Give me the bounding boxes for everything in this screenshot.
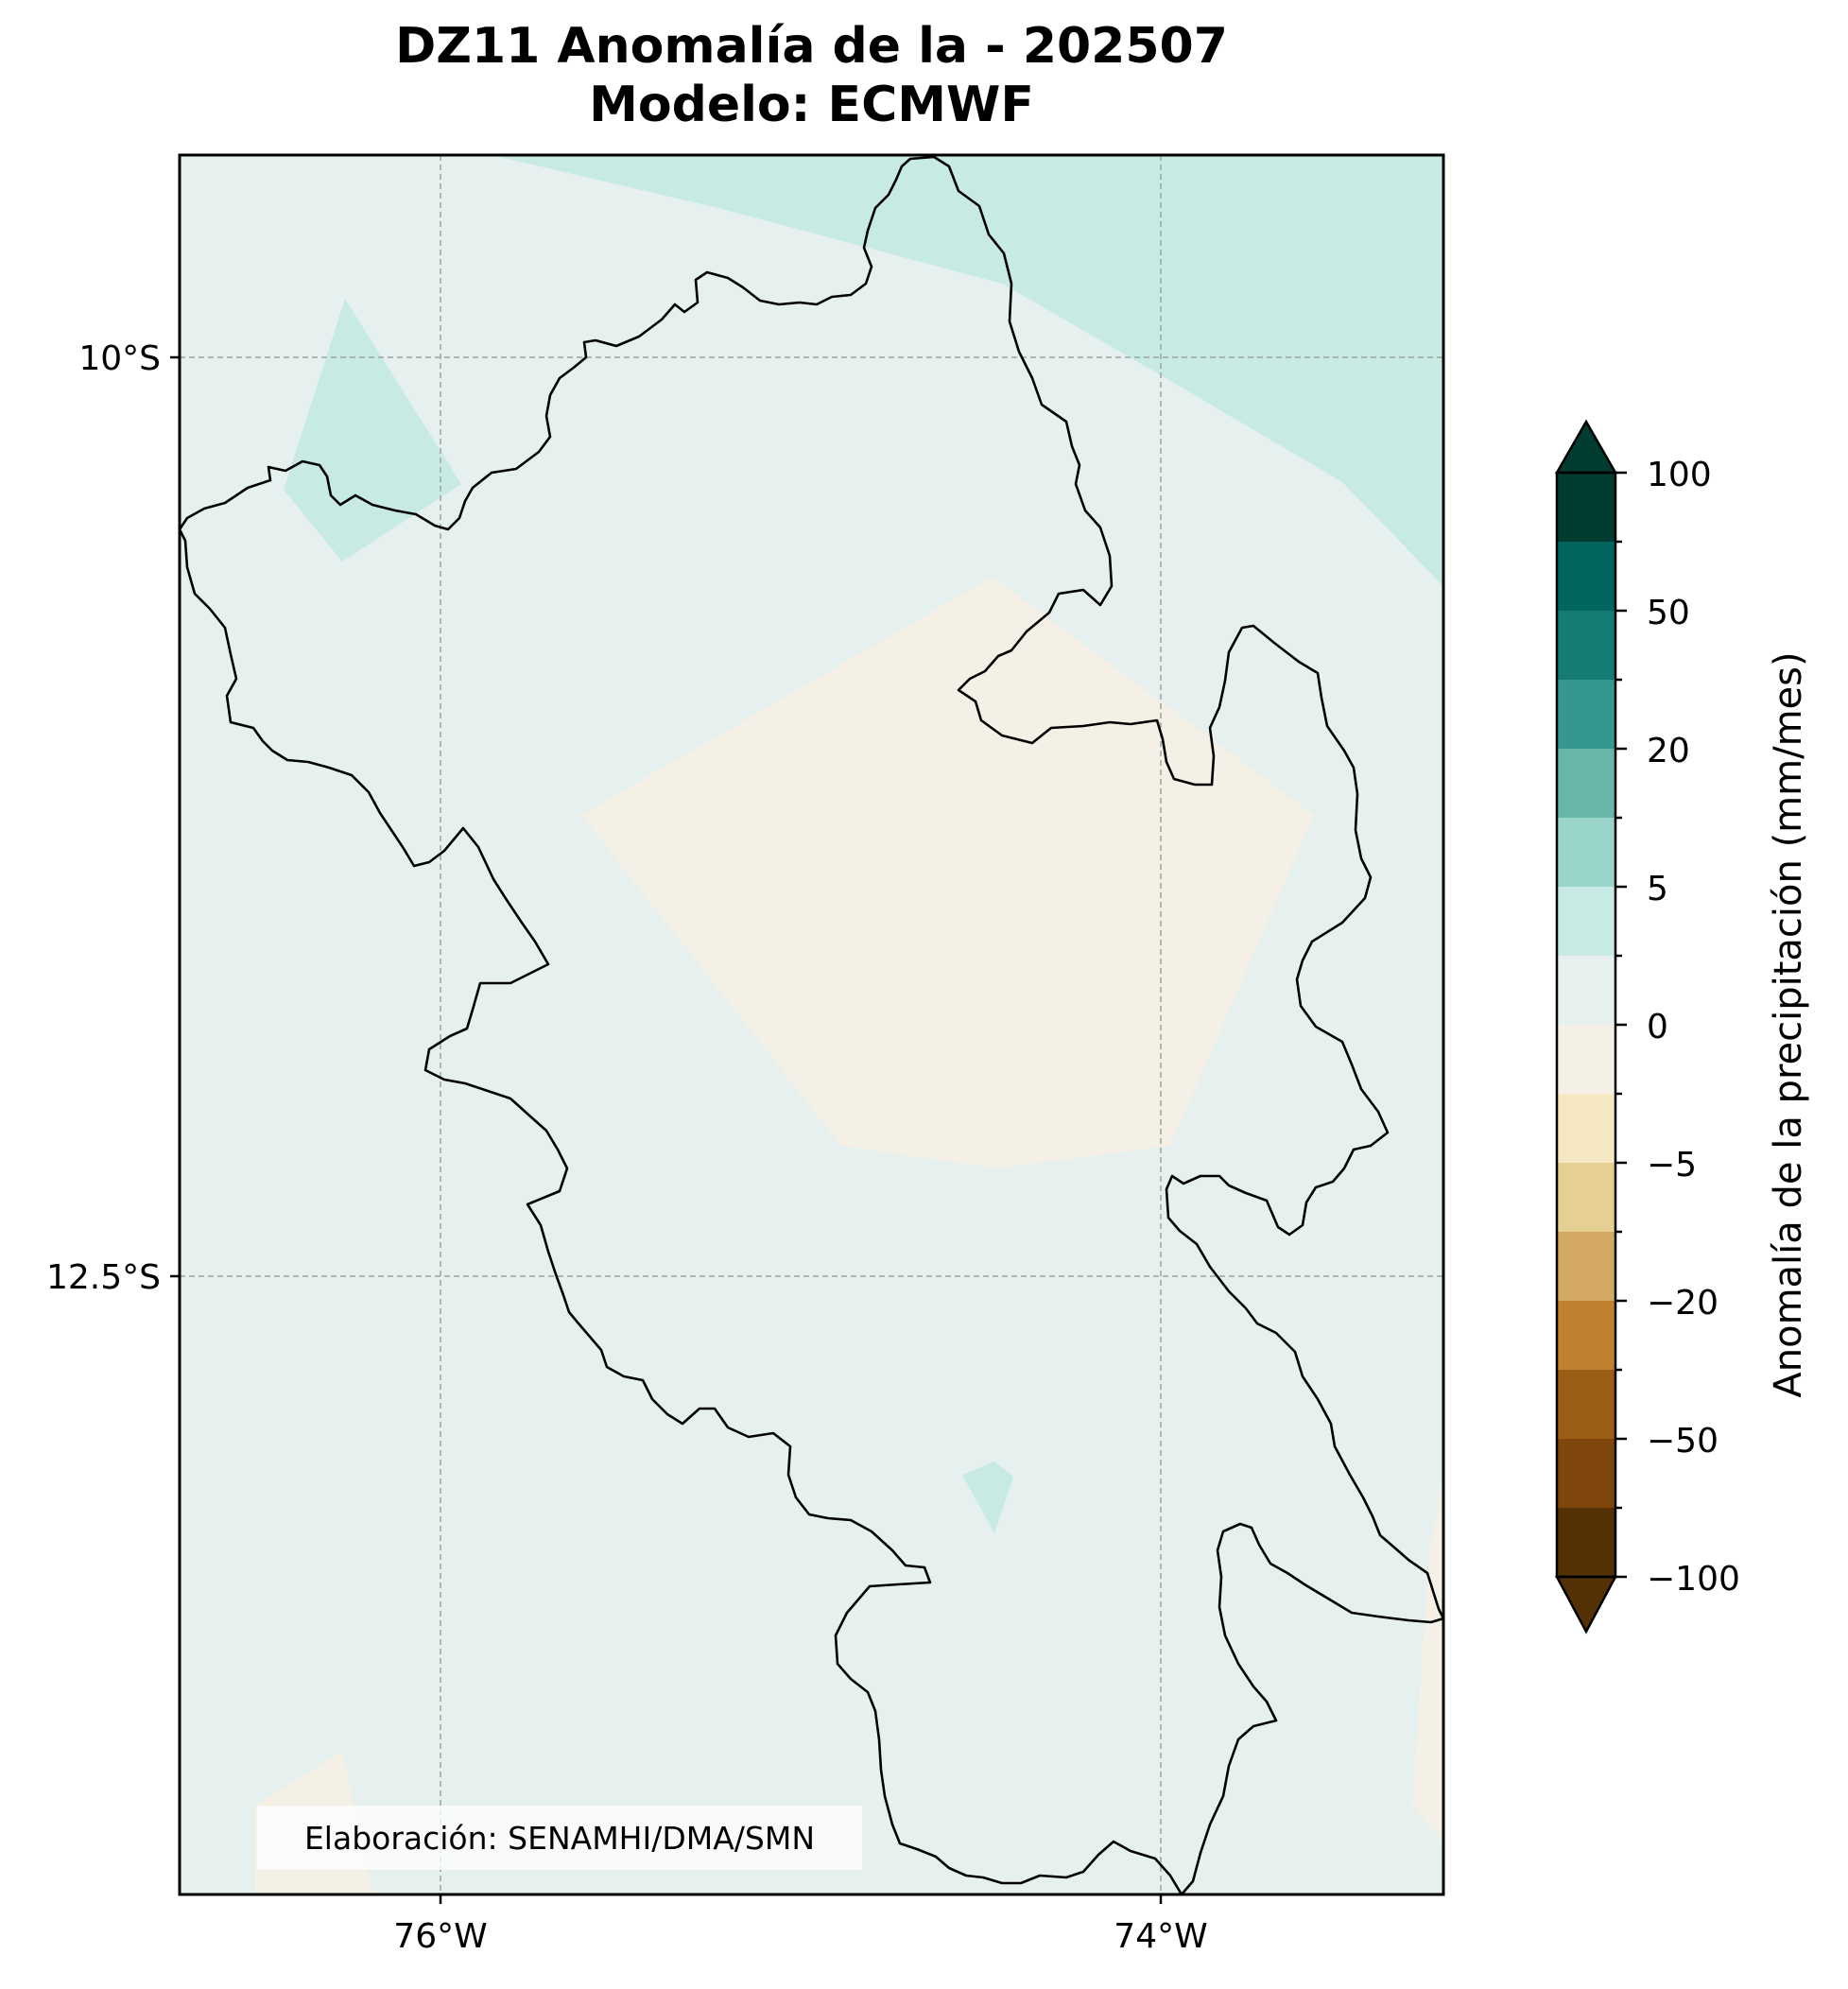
lon-tick-label-74: 74°W [1114, 1917, 1207, 1956]
colorbar-tick-label: 20 [1647, 732, 1690, 770]
colorbar-swatch [1557, 680, 1615, 750]
colorbar-swatch [1557, 749, 1615, 819]
colorbar-tick-label: −20 [1647, 1284, 1718, 1323]
title-line-1: DZ11 Anomalía de la - 202507 [395, 18, 1228, 75]
lon-tick-label-76: 76°W [393, 1917, 487, 1956]
colorbar-tick-label: 100 [1647, 456, 1712, 494]
axis-ticks [170, 355, 1163, 1904]
colorbar-swatch [1557, 1094, 1615, 1164]
colorbar-arrow-top [1554, 419, 1618, 475]
colorbar-swatch [1557, 1025, 1615, 1095]
map-panel [180, 155, 1443, 1894]
anomaly-zone-southeast [1412, 1475, 1443, 1843]
colorbar-swatch [1557, 1439, 1615, 1509]
anomaly-zone-south [962, 1461, 1013, 1533]
colorbar-swatch [1557, 1508, 1615, 1578]
colorbar-swatch [1557, 1301, 1615, 1371]
map-title: DZ11 Anomalía de la - 202507 Modelo: ECM… [180, 17, 1443, 134]
colorbar-swatches [1557, 473, 1615, 1578]
colorbar-swatch [1557, 1232, 1615, 1302]
credit-text: Elaboración: SENAMHI/DMA/SMN [303, 1819, 816, 1857]
colorbar-swatch [1557, 818, 1615, 888]
colorbar-swatch [1557, 542, 1615, 612]
title-line-2: Modelo: ECMWF [589, 77, 1034, 133]
colorbar-swatch [1557, 473, 1615, 543]
colorbar-tick-label: −100 [1647, 1560, 1740, 1599]
anomaly-zone-northwest [284, 299, 461, 562]
colorbar-tick-label: −50 [1647, 1422, 1718, 1461]
colorbar-tick-label: 0 [1647, 1008, 1668, 1046]
colorbar-tick-label: −5 [1647, 1146, 1697, 1185]
lat-tick-label-12-5: 12.5°S [46, 1258, 161, 1297]
colorbar-tick-label: 5 [1647, 870, 1668, 908]
colorbar-swatch [1557, 1370, 1615, 1440]
colorbar-arrow-bottom [1554, 1575, 1618, 1634]
colorbar-swatch [1557, 611, 1615, 681]
gridlines [180, 155, 1443, 1894]
colorbar-swatch [1557, 887, 1615, 957]
lat-tick-label-10: 10°S [78, 339, 161, 378]
colorbar-ticks [1615, 471, 1627, 1579]
anomaly-zone-north [492, 155, 1443, 586]
region-boundary [180, 155, 1443, 1894]
map-frame [178, 153, 1445, 1896]
colorbar-title: Anomalía de la precipitación (mm/mes) [1767, 651, 1810, 1397]
credit-box: Elaboración: SENAMHI/DMA/SMN [257, 1806, 862, 1870]
colorbar-swatch [1557, 1163, 1615, 1233]
colorbar: 100 50 20 5 0 −5 −20 −50 −100 Anomalía d… [1554, 419, 1810, 1634]
colorbar-tick-label: 50 [1647, 594, 1690, 632]
colorbar-swatch [1557, 956, 1615, 1026]
